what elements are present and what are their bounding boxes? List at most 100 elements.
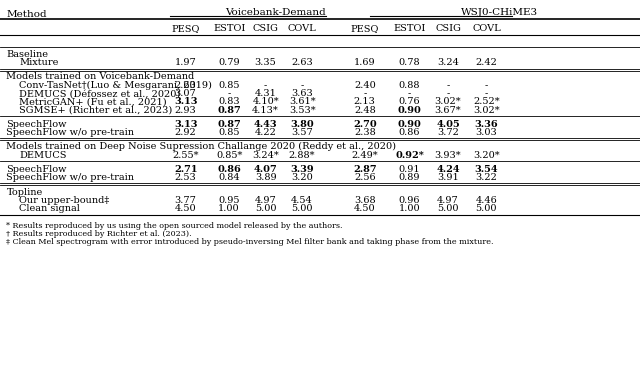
Text: 4.46: 4.46 [476,196,497,205]
Text: 5.00: 5.00 [476,204,497,213]
Text: 3.02*: 3.02* [435,98,461,106]
Text: 0.87: 0.87 [217,106,241,114]
Text: 3.77: 3.77 [175,196,196,205]
Text: 2.92: 2.92 [175,128,196,137]
Text: 4.10*: 4.10* [252,98,279,106]
Text: 3.93*: 3.93* [435,151,461,160]
Text: 2.63: 2.63 [291,58,313,67]
Text: 4.07: 4.07 [253,165,278,174]
Text: 4.22: 4.22 [255,128,276,137]
Text: 3.61*: 3.61* [289,98,316,106]
Text: 4.97: 4.97 [255,196,276,205]
Text: 2.42: 2.42 [476,58,497,67]
Text: 4.31: 4.31 [255,89,276,98]
Text: 1.97: 1.97 [175,58,196,67]
Text: 0.79: 0.79 [218,58,240,67]
Text: 3.13: 3.13 [174,98,197,106]
Text: 2.88*: 2.88* [289,151,316,160]
Text: 4.54: 4.54 [291,196,313,205]
Text: 3.24*: 3.24* [252,151,279,160]
Text: 0.92*: 0.92* [396,151,424,160]
Text: 2.38: 2.38 [354,128,376,137]
Text: 2.63: 2.63 [175,81,196,90]
Text: PESQ: PESQ [351,24,379,33]
Text: 3.07: 3.07 [175,89,196,98]
Text: -: - [446,81,450,90]
Text: SGMSE+ (Richter et al., 2023): SGMSE+ (Richter et al., 2023) [19,106,172,114]
Text: 5.00: 5.00 [437,204,459,213]
Text: 4.05: 4.05 [436,120,460,129]
Text: 0.85: 0.85 [218,128,240,137]
Text: 2.71: 2.71 [174,165,197,174]
Text: COVL: COVL [472,24,500,33]
Text: 3.67*: 3.67* [435,106,461,114]
Text: DEMUCS (Défossez et al., 2020): DEMUCS (Défossez et al., 2020) [19,89,180,98]
Text: 5.00: 5.00 [291,204,313,213]
Text: ‡ Clean Mel spectrogram with error introduced by pseudo-inversing Mel filter ban: ‡ Clean Mel spectrogram with error intro… [6,238,494,246]
Text: -: - [484,89,488,98]
Text: 3.13: 3.13 [174,120,197,129]
Text: 0.86: 0.86 [217,165,241,174]
Text: Clean signal: Clean signal [19,204,80,213]
Text: 4.24: 4.24 [436,165,460,174]
Text: SpeechFlow w/o pre-train: SpeechFlow w/o pre-train [6,173,134,182]
Text: Mixture: Mixture [19,58,59,67]
Text: WSJ0-CHiME3: WSJ0-CHiME3 [461,8,538,17]
Text: 3.57: 3.57 [291,128,313,137]
Text: SpeechFlow w/o pre-train: SpeechFlow w/o pre-train [6,128,134,137]
Text: 4.43: 4.43 [254,120,277,129]
Text: 3.68: 3.68 [354,196,376,205]
Text: 0.83: 0.83 [218,98,240,106]
Text: 3.24: 3.24 [437,58,459,67]
Text: Topline: Topline [6,188,43,196]
Text: 0.95: 0.95 [218,196,240,205]
Text: SpeechFlow: SpeechFlow [6,120,67,129]
Text: 3.80: 3.80 [290,120,314,129]
Text: 0.84: 0.84 [218,173,240,182]
Text: * Results reproduced by us using the open sourced model released by the authors.: * Results reproduced by us using the ope… [6,222,343,230]
Text: 2.56: 2.56 [354,173,376,182]
Text: 0.88: 0.88 [399,81,420,90]
Text: CSIG: CSIG [435,24,461,33]
Text: 2.53: 2.53 [175,173,196,182]
Text: -: - [484,81,488,90]
Text: 3.54: 3.54 [475,165,498,174]
Text: 4.13*: 4.13* [252,106,279,114]
Text: CSIG: CSIG [253,24,278,33]
Text: 3.20*: 3.20* [473,151,500,160]
Text: Baseline: Baseline [6,50,49,58]
Text: 2.49*: 2.49* [351,151,378,160]
Text: 0.76: 0.76 [399,98,420,106]
Text: 3.36: 3.36 [475,120,498,129]
Text: 3.20: 3.20 [291,173,313,182]
Text: 3.63: 3.63 [291,89,313,98]
Text: 3.72: 3.72 [437,128,459,137]
Text: 3.02*: 3.02* [473,106,500,114]
Text: 2.55*: 2.55* [172,151,199,160]
Text: 0.78: 0.78 [399,58,420,67]
Text: Conv-TasNet†(Luo & Mesgarani, 2019): Conv-TasNet†(Luo & Mesgarani, 2019) [19,81,212,90]
Text: Voicebank-Demand: Voicebank-Demand [225,8,326,17]
Text: PESQ: PESQ [172,24,200,33]
Text: 3.39: 3.39 [291,165,314,174]
Text: 3.22: 3.22 [476,173,497,182]
Text: -: - [408,89,412,98]
Text: MetricGAN+ (Fu et al., 2021): MetricGAN+ (Fu et al., 2021) [19,98,167,106]
Text: 0.85: 0.85 [218,81,240,90]
Text: 0.91: 0.91 [399,165,420,174]
Text: 4.97: 4.97 [437,196,459,205]
Text: -: - [227,89,231,98]
Text: -: - [300,81,304,90]
Text: 0.87: 0.87 [217,120,241,129]
Text: 0.86: 0.86 [399,128,420,137]
Text: Models trained on Voicebank-Demand: Models trained on Voicebank-Demand [6,73,195,81]
Text: 2.48: 2.48 [354,106,376,114]
Text: 3.91: 3.91 [437,173,459,182]
Text: 2.40: 2.40 [354,81,376,90]
Text: 0.96: 0.96 [399,196,420,205]
Text: 0.89: 0.89 [399,173,420,182]
Text: -: - [446,89,450,98]
Text: Models trained on Deep Noise Supression Challange 2020 (Reddy et al., 2020): Models trained on Deep Noise Supression … [6,142,396,151]
Text: 3.89: 3.89 [255,173,276,182]
Text: 0.85*: 0.85* [216,151,243,160]
